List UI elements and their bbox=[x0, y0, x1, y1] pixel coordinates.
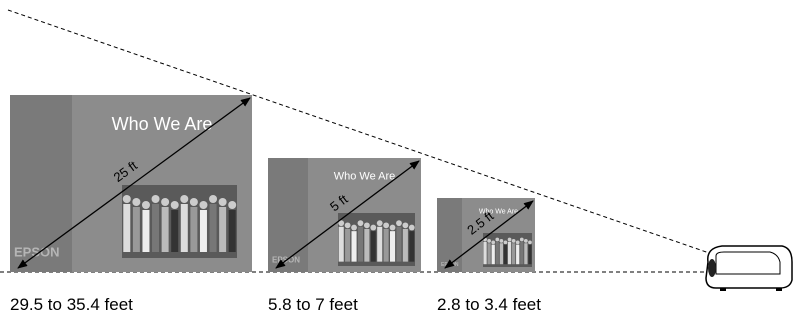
photo-figure-body bbox=[371, 231, 376, 261]
photo-figure-body bbox=[133, 207, 140, 252]
photo-figure-head bbox=[383, 222, 389, 228]
photo-figure-body bbox=[123, 204, 130, 252]
photo-figure-body bbox=[345, 229, 350, 262]
photo-figure-body bbox=[229, 210, 236, 252]
distance-label: 29.5 to 35.4 feet bbox=[10, 295, 133, 314]
photo-figure-head bbox=[512, 239, 516, 243]
photo-figure-head bbox=[199, 201, 207, 209]
photo-figure-body bbox=[339, 227, 344, 262]
photo-figure-head bbox=[495, 238, 499, 242]
photo-figure-head bbox=[345, 222, 351, 228]
screen-title: Who We Are bbox=[112, 114, 213, 134]
photo-figure-head bbox=[364, 222, 370, 228]
photo-figure-body bbox=[403, 229, 408, 262]
photo-figure-head bbox=[132, 198, 140, 206]
brand: EPSON bbox=[14, 244, 60, 259]
photo-figure-body bbox=[492, 245, 495, 265]
photo-figure-body bbox=[171, 210, 178, 252]
photo-figure-body bbox=[181, 204, 188, 252]
photo-figure-body bbox=[200, 210, 207, 252]
photo-figure-head bbox=[491, 240, 495, 244]
photo-figure-head bbox=[500, 239, 504, 243]
photo-figure-body bbox=[377, 227, 382, 262]
photo-figure-body bbox=[483, 242, 486, 264]
photo-figure-body bbox=[358, 227, 363, 262]
photo-figure-head bbox=[152, 195, 160, 203]
distance-label: 2.8 to 3.4 feet bbox=[437, 295, 541, 314]
photo-figure-body bbox=[528, 245, 531, 265]
photo-figure-body bbox=[142, 210, 149, 252]
photo-figure-head bbox=[520, 238, 524, 242]
diagram: Who We AreEPSON25 ft29.5 to 35.4 feetWho… bbox=[0, 0, 794, 316]
photo-figure-body bbox=[487, 243, 490, 264]
photo-figure-body bbox=[364, 229, 369, 262]
photo-figure-head bbox=[142, 201, 150, 209]
projector bbox=[706, 246, 792, 291]
photo-figure-head bbox=[358, 220, 364, 226]
photo-figure-body bbox=[508, 242, 511, 264]
photo-figure-body bbox=[500, 243, 503, 264]
photo-figure-head bbox=[487, 239, 491, 243]
photo-figure-body bbox=[496, 242, 499, 264]
photo-figure-body bbox=[409, 231, 414, 261]
photo-figure-head bbox=[390, 225, 396, 231]
photo-figure-head bbox=[528, 240, 532, 244]
photo-figure-head bbox=[219, 198, 227, 206]
photo-figure-head bbox=[402, 222, 408, 228]
photo-figure-body bbox=[520, 242, 523, 264]
photo-figure-head bbox=[228, 201, 236, 209]
photo-figure-body bbox=[190, 207, 197, 252]
photo-figure-body bbox=[396, 227, 401, 262]
photo-figure-head bbox=[171, 201, 179, 209]
screen: Who We AreEPSON5 ft5.8 to 7 feet bbox=[268, 158, 421, 314]
photo-figure-head bbox=[180, 195, 188, 203]
photo-figure-head bbox=[123, 195, 131, 203]
photo-figure-head bbox=[396, 220, 402, 226]
photo-figure-head bbox=[377, 220, 383, 226]
photo-figure-body bbox=[210, 204, 217, 252]
photo-figure-head bbox=[508, 238, 512, 242]
photo-figure-body bbox=[219, 207, 226, 252]
photo-figure-head bbox=[516, 240, 520, 244]
photo-figure-head bbox=[504, 240, 508, 244]
photo-figure-head bbox=[161, 198, 169, 206]
photo-figure-body bbox=[152, 204, 159, 252]
screen-title: Who We Are bbox=[334, 171, 396, 183]
photo-figure-body bbox=[384, 229, 389, 262]
photo-figure-head bbox=[524, 239, 528, 243]
photo-figure-head bbox=[370, 225, 376, 231]
photo-figure-body bbox=[504, 245, 507, 265]
distance-label: 5.8 to 7 feet bbox=[268, 295, 358, 314]
photo-figure-head bbox=[409, 225, 415, 231]
photo-figure-head bbox=[351, 225, 357, 231]
photo-figure-body bbox=[516, 245, 519, 265]
photo-figure-body bbox=[390, 231, 395, 261]
photo-figure-body bbox=[162, 207, 169, 252]
photo-figure-head bbox=[190, 198, 198, 206]
screen-strip bbox=[437, 198, 462, 272]
photo-figure-body bbox=[512, 243, 515, 264]
photo-figure-head bbox=[209, 195, 217, 203]
photo-figure-body bbox=[524, 243, 527, 264]
photo-figure-body bbox=[352, 231, 357, 261]
